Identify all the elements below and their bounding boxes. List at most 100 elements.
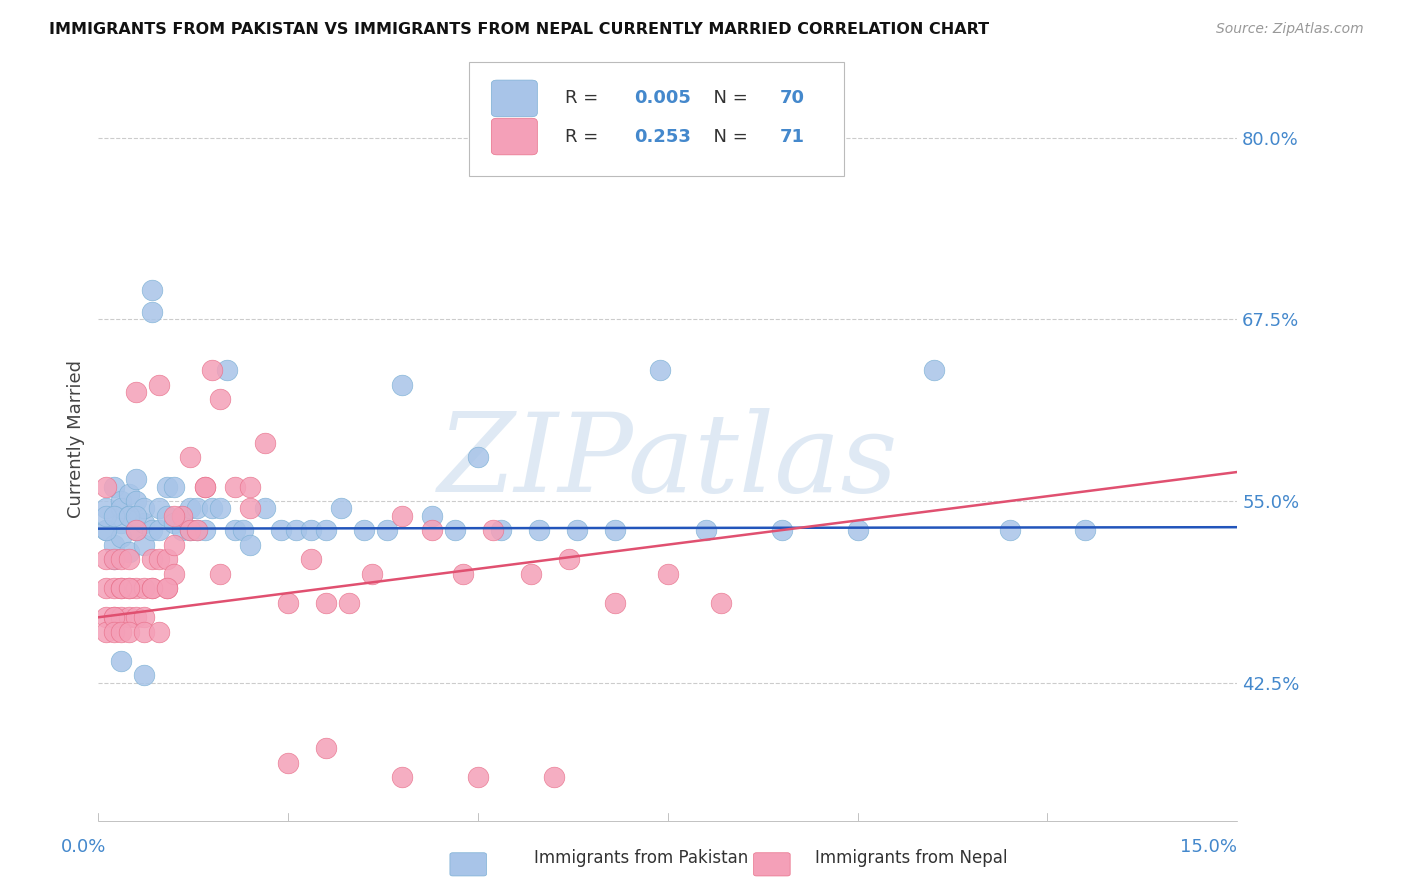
Point — [254, 501, 277, 516]
Text: N =: N = — [702, 128, 754, 145]
Point — [103, 508, 125, 523]
Point — [337, 596, 360, 610]
Point — [391, 508, 413, 523]
Point — [125, 385, 148, 400]
Point — [103, 610, 125, 624]
Point — [239, 501, 262, 516]
Point — [110, 516, 132, 530]
Point — [118, 610, 141, 624]
Point — [141, 581, 163, 595]
Point — [110, 654, 132, 668]
Point — [148, 552, 170, 566]
Point — [194, 523, 217, 537]
Point — [163, 516, 186, 530]
Point — [148, 377, 170, 392]
Point — [141, 284, 163, 298]
Point — [208, 566, 231, 581]
FancyBboxPatch shape — [491, 80, 537, 117]
Point — [194, 479, 217, 493]
Point — [179, 501, 201, 516]
Point — [186, 501, 208, 516]
Point — [110, 610, 132, 624]
Point — [148, 523, 170, 537]
Point — [695, 523, 717, 537]
Point — [141, 581, 163, 595]
Point — [156, 479, 179, 493]
Point — [201, 363, 224, 377]
Point — [110, 530, 132, 544]
Point — [710, 596, 733, 610]
Point — [118, 487, 141, 501]
Point — [998, 523, 1021, 537]
Point — [603, 596, 626, 610]
Point — [163, 508, 186, 523]
Point — [299, 552, 322, 566]
Point — [110, 581, 132, 595]
Point — [156, 581, 179, 595]
Point — [156, 581, 179, 595]
Point — [132, 538, 155, 552]
Point — [94, 523, 117, 537]
Point — [208, 392, 231, 407]
Point — [489, 523, 512, 537]
Point — [217, 363, 239, 377]
Point — [391, 770, 413, 784]
Point — [444, 523, 467, 537]
Text: 15.0%: 15.0% — [1180, 838, 1237, 856]
Point — [125, 523, 148, 537]
Point — [170, 523, 193, 537]
Point — [94, 479, 117, 493]
Point — [125, 472, 148, 486]
Point — [422, 508, 444, 523]
Point — [467, 770, 489, 784]
Point — [118, 545, 141, 559]
Point — [118, 552, 141, 566]
Point — [94, 581, 117, 595]
Point — [650, 363, 672, 377]
Point — [118, 508, 141, 523]
Point — [163, 566, 186, 581]
Text: 0.253: 0.253 — [634, 128, 690, 145]
Point — [254, 436, 277, 450]
Text: Immigrants from Nepal: Immigrants from Nepal — [815, 849, 1008, 867]
Y-axis label: Currently Married: Currently Married — [66, 360, 84, 518]
Point — [543, 770, 565, 784]
Point — [110, 552, 132, 566]
Point — [94, 624, 117, 639]
Point — [527, 523, 550, 537]
Point — [208, 501, 231, 516]
Point — [94, 501, 117, 516]
Point — [94, 508, 117, 523]
Point — [103, 552, 125, 566]
Point — [125, 508, 148, 523]
Point — [239, 538, 262, 552]
Point — [467, 450, 489, 465]
Point — [603, 523, 626, 537]
Point — [118, 581, 141, 595]
Text: N =: N = — [702, 89, 754, 107]
Point — [451, 566, 474, 581]
Text: 0.0%: 0.0% — [60, 838, 105, 856]
Point — [315, 596, 337, 610]
Point — [315, 741, 337, 756]
Text: IMMIGRANTS FROM PAKISTAN VS IMMIGRANTS FROM NEPAL CURRENTLY MARRIED CORRELATION : IMMIGRANTS FROM PAKISTAN VS IMMIGRANTS F… — [49, 22, 990, 37]
Point — [118, 508, 141, 523]
Point — [170, 508, 193, 523]
Point — [156, 552, 179, 566]
Point — [94, 523, 117, 537]
Point — [922, 363, 945, 377]
Point — [391, 377, 413, 392]
Point — [110, 581, 132, 595]
Point — [1074, 523, 1097, 537]
Point — [284, 523, 307, 537]
Point — [125, 523, 148, 537]
Point — [141, 523, 163, 537]
Point — [132, 501, 155, 516]
Point — [103, 610, 125, 624]
Point — [110, 501, 132, 516]
Point — [565, 523, 588, 537]
Point — [360, 566, 382, 581]
Point — [239, 479, 262, 493]
Point — [558, 552, 581, 566]
Point — [103, 479, 125, 493]
